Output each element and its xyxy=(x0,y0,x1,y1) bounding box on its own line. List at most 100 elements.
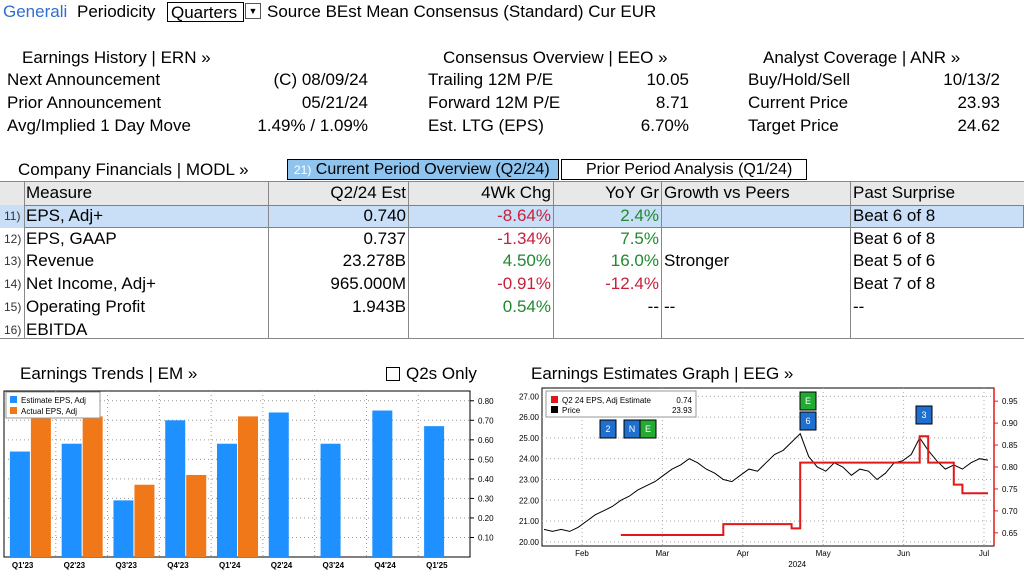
chg-cell: -8.64% xyxy=(497,205,551,225)
actual-bar xyxy=(238,416,258,557)
periodicity-select[interactable]: Quarters xyxy=(167,2,244,22)
actual-bar xyxy=(30,416,51,557)
legend-swatch-price xyxy=(551,406,558,413)
x-tick-label: Mar xyxy=(656,549,670,558)
table-row[interactable]: 14) Net Income, Adj+ 965.000M -0.91% -12… xyxy=(0,273,1024,296)
right-y-tick-label: 0.65 xyxy=(1002,529,1018,538)
chevron-down-icon[interactable]: ▼ xyxy=(245,3,261,19)
analyst-coverage-title[interactable]: Analyst Coverage | ANR » xyxy=(763,48,961,67)
event-marker-label: E xyxy=(645,424,651,434)
event-marker[interactable]: E xyxy=(639,419,657,439)
table-row[interactable]: 11) EPS, Adj+ 0.740 -8.64% 2.4% Beat 6 o… xyxy=(0,204,1024,228)
table-row[interactable]: 13) Revenue 23.278B 4.50% 16.0% Stronger… xyxy=(0,250,1024,273)
implied-move-value: 1.49% / 1.09% xyxy=(257,116,368,135)
event-marker[interactable]: 2 xyxy=(599,419,617,439)
legend-swatch-estimate xyxy=(10,396,17,403)
q2s-only-checkbox[interactable] xyxy=(386,367,400,381)
row-number: 15) xyxy=(4,300,22,314)
table-row[interactable]: 12) EPS, GAAP 0.737 -1.34% 7.5% Beat 6 o… xyxy=(0,228,1024,251)
measure-cell[interactable]: Revenue xyxy=(26,251,95,271)
right-y-tick-label: 0.95 xyxy=(1002,397,1018,406)
surprise-cell: Beat 7 of 8 xyxy=(853,274,936,294)
table-header-row: Measure Q2/24 Est 4Wk Chg YoY Gr Growth … xyxy=(0,182,1024,205)
forward-pe-label: Forward 12M P/E xyxy=(428,93,561,112)
header-growth-peers[interactable]: Growth vs Peers xyxy=(664,183,790,202)
yoy-cell: 7.5% xyxy=(620,228,659,248)
est-cell: 0.737 xyxy=(363,228,406,248)
ticker-label[interactable]: Generali xyxy=(3,2,68,21)
x-tick-label: Q1'23 xyxy=(12,561,34,570)
next-announcement-label: Next Announcement xyxy=(7,70,161,89)
company-financials-title[interactable]: Company Financials | MODL » xyxy=(18,160,249,179)
column-divider xyxy=(268,181,269,339)
estimate-bar xyxy=(165,420,186,557)
estimate-bar xyxy=(61,443,82,557)
estimate-line xyxy=(620,435,988,536)
actual-bar xyxy=(186,474,207,557)
chg-cell: 0.54% xyxy=(502,297,551,316)
earnings-history-title[interactable]: Earnings History | ERN » xyxy=(22,48,211,67)
yoy-cell: 2.4% xyxy=(620,205,659,225)
legend-box xyxy=(545,390,697,418)
buy-hold-sell-value: 10/13/2 xyxy=(943,70,1000,89)
est-cell: 0.740 xyxy=(363,205,406,225)
right-y-tick-label: 0.85 xyxy=(1002,441,1018,450)
header-4wk-chg[interactable]: 4Wk Chg xyxy=(481,183,551,202)
column-divider xyxy=(553,181,554,339)
target-price-value: 24.62 xyxy=(957,116,1000,135)
event-marker[interactable]: 3 xyxy=(915,405,933,425)
x-tick-label: Q4'23 xyxy=(167,561,189,570)
header-yoy[interactable]: YoY Gr xyxy=(605,183,659,202)
column-divider xyxy=(24,181,25,339)
y-tick-label: 0.30 xyxy=(478,494,494,503)
consensus-overview-title[interactable]: Consensus Overview | EEO » xyxy=(443,48,668,67)
table-row[interactable]: 16) EBITDA xyxy=(0,319,1024,342)
row-number: 12) xyxy=(4,231,22,246)
event-marker[interactable]: 6 xyxy=(799,411,817,431)
estimate-bar xyxy=(372,410,393,557)
header-est[interactable]: Q2/24 Est xyxy=(330,183,406,202)
y-tick-label: 0.60 xyxy=(478,436,494,445)
year-label: 2024 xyxy=(788,560,806,569)
right-y-tick-label: 0.70 xyxy=(1002,507,1018,516)
x-tick-label: Q3'23 xyxy=(115,561,137,570)
y-tick-label: 0.40 xyxy=(478,475,494,484)
next-announcement-value: (C) 08/09/24 xyxy=(273,70,369,89)
left-y-tick-label: 25.00 xyxy=(519,434,540,443)
ltg-label: Est. LTG (EPS) xyxy=(428,116,544,135)
earnings-trends-title[interactable]: Earnings Trends | EM » xyxy=(20,364,198,383)
x-tick-label: Q4'24 xyxy=(374,561,396,570)
x-tick-label: May xyxy=(816,549,831,558)
tab-current-period[interactable]: 21) Current Period Overview (Q2/24) xyxy=(287,159,559,180)
event-marker[interactable]: N xyxy=(623,419,641,439)
measure-cell[interactable]: EPS, Adj+ xyxy=(26,205,104,225)
y-tick-label: 0.80 xyxy=(478,397,494,406)
trailing-pe-label: Trailing 12M P/E xyxy=(428,70,554,89)
header-measure[interactable]: Measure xyxy=(26,183,93,202)
legend-label-price: Price xyxy=(562,406,581,415)
header-past-surprise[interactable]: Past Surprise xyxy=(853,183,956,202)
est-cell: 23.278B xyxy=(342,251,406,271)
left-y-tick-label: 24.00 xyxy=(519,455,540,464)
tab-prior-period[interactable]: Prior Period Analysis (Q1/24) xyxy=(561,159,807,180)
tab-current-number: 21) xyxy=(294,163,312,177)
legend-value-price: 23.93 xyxy=(672,406,693,415)
event-marker-label: 2 xyxy=(605,424,610,434)
measure-cell[interactable]: EPS, GAAP xyxy=(26,228,117,248)
x-tick-label: Q1'25 xyxy=(426,561,448,570)
legend-swatch-actual xyxy=(10,407,17,414)
estimates-graph-title[interactable]: Earnings Estimates Graph | EEG » xyxy=(531,364,794,383)
measure-cell[interactable]: Net Income, Adj+ xyxy=(26,274,156,294)
measure-cell[interactable]: EBITDA xyxy=(26,319,88,339)
top-bar: Generali Periodicity Quarters ▼ Source B… xyxy=(0,0,1024,24)
chg-cell: 4.50% xyxy=(502,251,551,271)
prior-announcement-value: 05/21/24 xyxy=(301,93,368,112)
measure-cell[interactable]: Operating Profit xyxy=(26,297,146,316)
event-marker-label: 6 xyxy=(805,416,810,426)
table-row[interactable]: 15) Operating Profit 1.943B 0.54% -- -- … xyxy=(0,296,1024,319)
event-marker[interactable]: E xyxy=(799,391,817,411)
earnings-estimates-chart: 20.00 21.00 22.00 23.00 24.00 25.00 26.00 27.00… xyxy=(519,387,1018,569)
x-tick-label: Apr xyxy=(737,549,750,558)
event-marker-box xyxy=(799,411,817,431)
est-cell: 1.943B xyxy=(352,297,406,316)
